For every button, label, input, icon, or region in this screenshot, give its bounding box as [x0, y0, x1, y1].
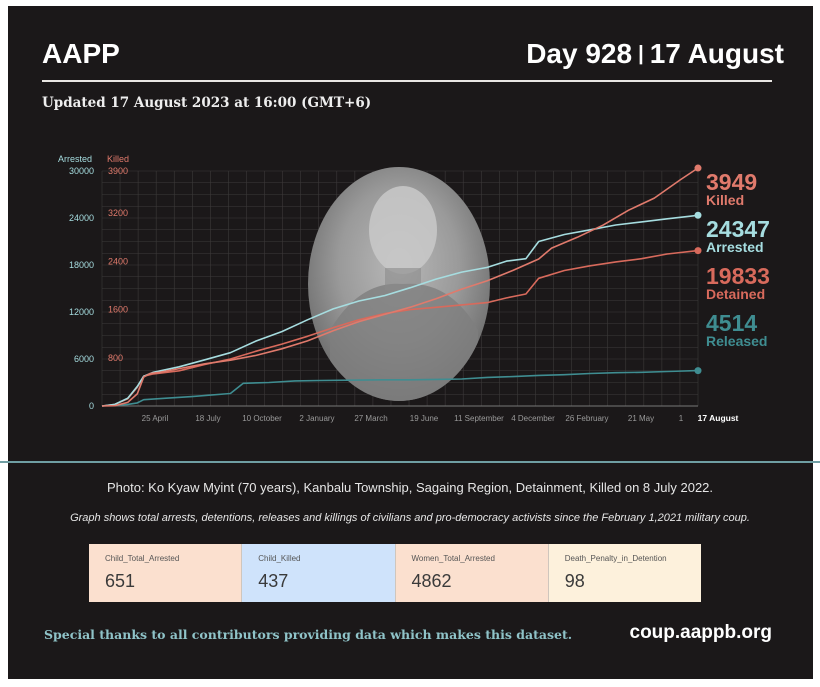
x-tick-label: 25 April	[142, 414, 169, 423]
y-tick-arrested: 6000	[74, 354, 94, 364]
x-tick-label: 11 September	[454, 414, 504, 423]
y-tick-arrested: 24000	[69, 213, 94, 223]
y-tick-killed: 3200	[108, 208, 128, 218]
series-endpoint-released	[694, 367, 702, 375]
series-lines	[101, 164, 702, 407]
portrait-photo	[308, 167, 490, 401]
x-tick-label: 26 February	[565, 414, 608, 423]
photo-caption: Photo: Ko Kyaw Myint (70 years), Kanbalu…	[106, 480, 714, 495]
title-separator: |	[638, 43, 644, 65]
header-rule	[42, 80, 772, 82]
annotation-label: Detained	[706, 286, 765, 302]
y-tick-arrested: 18000	[69, 260, 94, 270]
series-endpoint-killed	[694, 164, 702, 172]
day-number: Day 928	[526, 38, 633, 69]
x-tick-label: 18 July	[195, 414, 220, 423]
right-axis-title: Killed	[107, 154, 129, 164]
series-endpoint-detained	[694, 247, 702, 255]
x-tick-label: 2 January	[299, 414, 334, 423]
annotation-label: Killed	[706, 192, 744, 208]
cumulative-chart: Arrested Killed 0 6000 12000 18000 24000 30000 8…	[58, 154, 770, 423]
x-tick-label: 19 June	[410, 414, 439, 423]
stat-card-child-killed: Child_Killed 437	[242, 544, 396, 602]
website-link[interactable]: coup.aappb.org	[629, 622, 773, 643]
annotation-value: 24347	[706, 216, 770, 242]
stat-card-death-penalty: Death_Penalty_in_Detention 98	[548, 544, 701, 602]
x-tick-label: 21 May	[628, 414, 654, 423]
annotation-value: 4514	[706, 310, 757, 336]
y-tick-killed: 2400	[108, 256, 128, 266]
y-tick-arrested: 30000	[69, 166, 94, 176]
annotation-label: Arrested	[706, 239, 764, 255]
brand-title: AAPP	[42, 38, 120, 69]
stat-label: Women_Total_Arrested	[411, 554, 495, 563]
series-endpoint-arrested	[694, 211, 702, 219]
left-axis-title: Arrested	[58, 154, 92, 164]
annotation-value: 19833	[706, 263, 770, 289]
stat-value: 437	[258, 571, 289, 591]
y-tick-arrested: 0	[89, 401, 94, 411]
stat-value: 651	[105, 571, 136, 591]
portrait-figure	[330, 186, 478, 401]
section-divider	[0, 461, 820, 463]
stat-label: Child_Total_Arrested	[105, 554, 180, 563]
y-tick-killed: 1600	[108, 305, 128, 315]
graph-note: Graph shows total arrests, detentions, r…	[70, 512, 750, 524]
stat-label: Death_Penalty_in_Detention	[564, 554, 667, 563]
y-tick-killed: 800	[108, 353, 123, 363]
stat-value: 4862	[411, 571, 452, 591]
stat-value: 98	[564, 571, 585, 591]
stat-label: Child_Killed	[258, 554, 301, 563]
chart-axes: Arrested Killed 0 6000 12000 18000 24000 30000 8…	[58, 154, 739, 423]
series-line-killed	[101, 167, 699, 407]
x-tick-label: 17 August	[698, 413, 739, 423]
x-tick-mark: 1	[679, 414, 684, 423]
day-counter: Day 928 | 17 August	[526, 38, 784, 70]
stat-cards: Child_Total_Arrested 651 Child_Killed 43…	[89, 544, 701, 602]
updated-timestamp: Updated 17 August 2023 at 16:00 (GMT+6)	[42, 95, 372, 111]
day-date: 17 August	[649, 38, 784, 69]
annotation-value: 3949	[706, 169, 757, 195]
x-tick-label: 27 March	[354, 414, 387, 423]
stat-card-child-arrested: Child_Total_Arrested 651	[89, 544, 243, 602]
x-tick-label: 4 December	[511, 414, 555, 423]
y-tick-arrested: 12000	[69, 307, 94, 317]
x-tick-label: 10 October	[242, 414, 282, 423]
y-tick-killed: 3900	[108, 166, 128, 176]
stat-card-women-arrested: Women_Total_Arrested 4862	[395, 544, 549, 602]
series-line-released	[101, 369, 699, 407]
thanks-text: Special thanks to all contributors provi…	[44, 627, 573, 642]
annotation-label: Released	[706, 333, 767, 349]
